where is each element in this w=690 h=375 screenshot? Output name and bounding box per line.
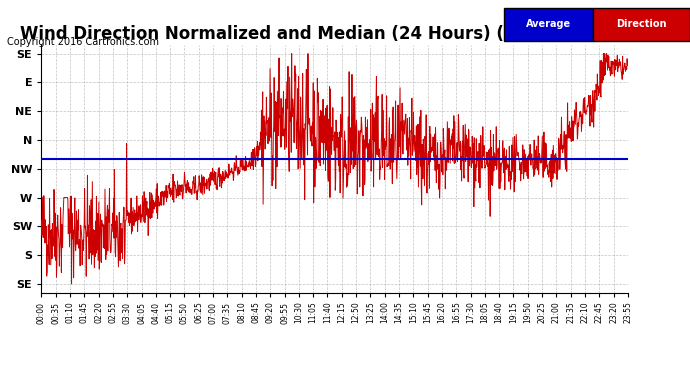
Title: Wind Direction Normalized and Median (24 Hours) (New) 20160305: Wind Direction Normalized and Median (24… <box>19 26 650 44</box>
Text: Direction: Direction <box>616 20 667 29</box>
Text: Copyright 2016 Cartronics.com: Copyright 2016 Cartronics.com <box>7 37 159 47</box>
Text: Average: Average <box>526 20 571 29</box>
